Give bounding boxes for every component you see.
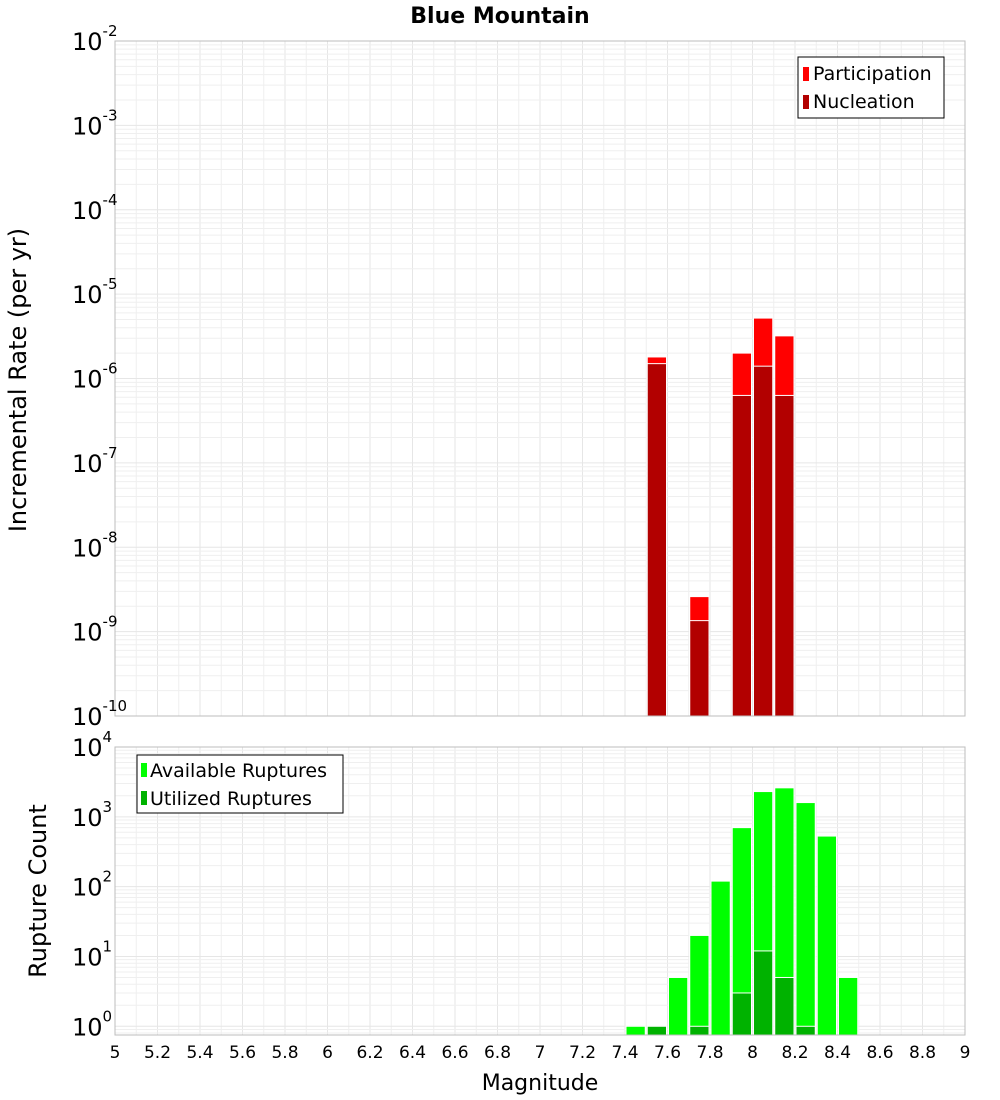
count-y-tick-label: 102 bbox=[72, 868, 112, 902]
magnitude-x-tick-label: 6.2 bbox=[356, 1043, 383, 1063]
magnitude-x-tick-label: 6 bbox=[322, 1043, 333, 1063]
rate-grid bbox=[114, 40, 966, 717]
rate-y-tick-label: 10-5 bbox=[72, 275, 118, 309]
magnitude-x-tick-label: 8 bbox=[747, 1043, 758, 1063]
magnitude-x-tick-label: 5.6 bbox=[229, 1043, 256, 1063]
count-y-tick-label: 104 bbox=[72, 728, 112, 762]
count-panel: 100 101 102 103 104 5 5.2 5.4 5.6 5.8 6 6.2 6.4 6.6 6… bbox=[24, 728, 970, 1096]
participation-legend-label: Participation bbox=[813, 63, 932, 85]
magnitude-x-tick-label: 5.2 bbox=[144, 1043, 171, 1063]
available-ruptures-bar bbox=[668, 976, 689, 1036]
rate-y-tick-label: 10-10 bbox=[72, 697, 127, 731]
utilized-ruptures-bar bbox=[753, 950, 774, 1036]
utilized-ruptures-bar bbox=[731, 992, 752, 1036]
rate-y-tick-label: 10-2 bbox=[72, 22, 118, 56]
rate-y-tick-label: 10-8 bbox=[72, 528, 118, 562]
magnitude-x-tick-label: 8.6 bbox=[866, 1043, 893, 1063]
magnitude-x-tick-label: 9 bbox=[960, 1043, 971, 1063]
magnitude-x-tick-label: 6.6 bbox=[441, 1043, 468, 1063]
magnitude-x-tick-label: 5.8 bbox=[271, 1043, 298, 1063]
available-ruptures-bar bbox=[710, 880, 731, 1036]
available-ruptures-bar bbox=[625, 1025, 646, 1036]
available-ruptures-bar bbox=[795, 802, 816, 1036]
utilized-ruptures-bar bbox=[774, 976, 795, 1036]
rate-plot-frame bbox=[114, 40, 966, 717]
rate-bars bbox=[646, 317, 795, 717]
rate-y-tick-label: 10-7 bbox=[72, 444, 118, 478]
magnitude-x-tick-label: 7.2 bbox=[569, 1043, 596, 1063]
magnitude-x-tick-label: 7.6 bbox=[654, 1043, 681, 1063]
rate-y-tick-label: 10-6 bbox=[72, 360, 118, 394]
count-y-tick-label: 103 bbox=[72, 798, 112, 832]
magnitude-x-tick-label: 5 bbox=[110, 1043, 121, 1063]
count-legend: Available Ruptures Utilized Ruptures bbox=[136, 754, 344, 814]
count-y-tick-label: 100 bbox=[72, 1007, 112, 1041]
utilized-ruptures-bar bbox=[646, 1025, 667, 1036]
count-y-ticks: 100 101 102 103 104 bbox=[72, 728, 112, 1041]
magnitude-x-tick-label: 6.4 bbox=[399, 1043, 426, 1063]
utilized-legend-label: Utilized Ruptures bbox=[150, 788, 312, 810]
count-y-axis-label: Rupture Count bbox=[24, 804, 52, 978]
magnitude-x-tick-label: 7.8 bbox=[696, 1043, 723, 1063]
nucleation-bar bbox=[646, 363, 667, 717]
rate-y-axis-label: Incremental Rate (per yr) bbox=[4, 228, 32, 532]
nucleation-legend-swatch bbox=[803, 95, 809, 109]
magnitude-x-tick-label: 8.4 bbox=[824, 1043, 851, 1063]
magnitude-x-tick-label: 6.8 bbox=[484, 1043, 511, 1063]
utilized-ruptures-bar bbox=[689, 1025, 710, 1036]
nucleation-bar bbox=[753, 365, 774, 717]
rate-y-tick-label: 10-4 bbox=[72, 191, 118, 225]
nucleation-bar bbox=[689, 620, 710, 717]
rate-legend-box bbox=[797, 56, 945, 119]
available-ruptures-bar bbox=[816, 835, 837, 1036]
rate-y-tick-label: 10-3 bbox=[72, 106, 118, 140]
available-ruptures-bar bbox=[838, 976, 859, 1036]
available-legend-label: Available Ruptures bbox=[150, 760, 327, 782]
count-legend-box bbox=[136, 754, 344, 814]
nucleation-bar bbox=[774, 394, 795, 717]
nucleation-bar bbox=[731, 394, 752, 717]
magnitude-x-tick-label: 7.4 bbox=[611, 1043, 638, 1063]
rate-y-ticks: 10-10 10-9 10-8 10-7 10-6 10-5 10-4 10-3 10-2 bbox=[72, 22, 127, 731]
utilized-legend-swatch bbox=[141, 791, 147, 805]
magnitude-x-tick-label: 5.4 bbox=[186, 1043, 213, 1063]
utilized-ruptures-bar bbox=[795, 1025, 816, 1036]
chart-title: Blue Mountain bbox=[410, 4, 589, 29]
magnitude-x-tick-label: 8.2 bbox=[781, 1043, 808, 1063]
count-bars bbox=[625, 787, 859, 1036]
count-plot-frame bbox=[114, 746, 966, 1036]
magnitude-x-tick-label: 8.8 bbox=[909, 1043, 936, 1063]
rate-legend: Participation Nucleation bbox=[797, 56, 945, 119]
available-legend-swatch bbox=[141, 763, 147, 777]
nucleation-legend-label: Nucleation bbox=[813, 91, 915, 113]
participation-legend-swatch bbox=[803, 67, 809, 81]
rate-y-tick-label: 10-9 bbox=[72, 613, 118, 647]
magnitude-x-tick-label: 7 bbox=[535, 1043, 546, 1063]
rate-panel: 10-10 10-9 10-8 10-7 10-6 10-5 10-4 10-3 10-2 In… bbox=[4, 22, 966, 731]
available-ruptures-bar bbox=[689, 934, 710, 1036]
count-y-tick-label: 101 bbox=[72, 937, 112, 971]
magnitude-x-ticks: 5 5.2 5.4 5.6 5.8 6 6.2 6.4 6.6 6.8 7 7.2 7.4 7.6 7.8 8… bbox=[110, 1043, 971, 1063]
magnitude-x-axis-label: Magnitude bbox=[482, 1071, 599, 1096]
